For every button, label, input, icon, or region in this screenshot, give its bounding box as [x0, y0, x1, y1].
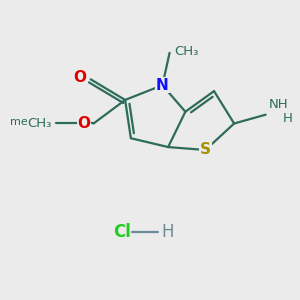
- Text: NH: NH: [268, 98, 288, 111]
- Text: N: N: [156, 78, 169, 93]
- Text: CH₃: CH₃: [28, 117, 52, 130]
- Text: H: H: [282, 112, 292, 125]
- Text: Cl: Cl: [113, 224, 131, 242]
- Text: CH₃: CH₃: [174, 45, 198, 58]
- Text: O: O: [74, 70, 86, 86]
- Text: methyl: methyl: [10, 117, 49, 127]
- Text: H: H: [161, 224, 173, 242]
- Text: S: S: [200, 142, 211, 158]
- Text: O: O: [78, 116, 91, 131]
